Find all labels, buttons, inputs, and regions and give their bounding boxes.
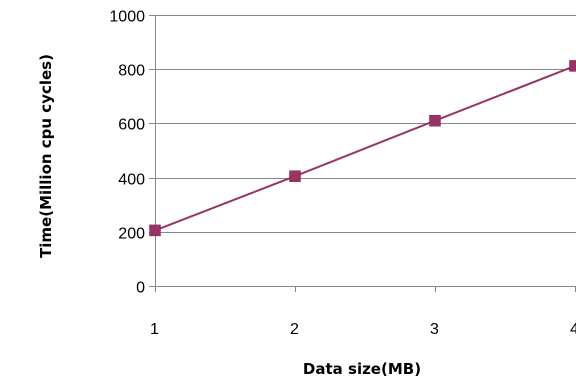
y-tick-label-400: 400 — [118, 172, 145, 189]
axes — [149, 15, 576, 292]
series-line-0 — [154, 64, 576, 232]
y-tick-label-600: 600 — [118, 117, 145, 134]
y-axis-title: Time(Million cpu cycles) — [37, 54, 55, 258]
tick-labels: 0 200 400 600 800 1000 1 2 3 4 — [109, 9, 576, 339]
data-point-x3 — [429, 114, 441, 127]
x-tick-label-1: 1 — [150, 321, 159, 338]
gridlines — [155, 15, 576, 233]
series-layer — [149, 60, 576, 237]
x-axis-title: Data size(MB) — [303, 360, 421, 378]
data-point-x4 — [569, 60, 576, 72]
y-tick-label-800: 800 — [118, 63, 145, 80]
x-tick-label-4: 4 — [570, 321, 576, 338]
y-tick-label-200: 200 — [118, 226, 145, 243]
x-tick-label-3: 3 — [430, 321, 439, 338]
y-tick-label-0: 0 — [136, 280, 145, 297]
data-point-x2 — [289, 170, 301, 182]
y-tick-label-1000: 1000 — [109, 9, 145, 26]
data-point-x1 — [149, 224, 161, 237]
x-tick-label-2: 2 — [290, 321, 299, 338]
